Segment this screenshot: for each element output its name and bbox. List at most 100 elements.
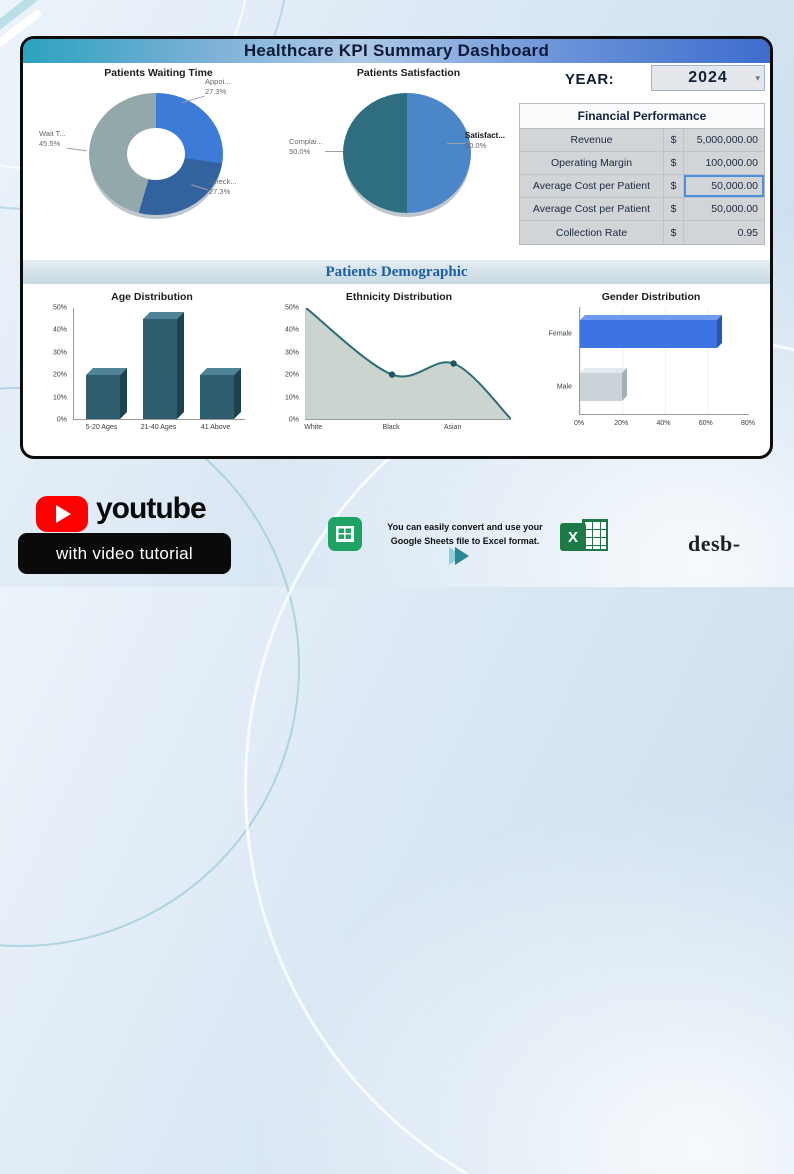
age-bar (85, 367, 127, 419)
axis-tick-label: 40% (52, 326, 67, 334)
axis-tick-label: 50% (52, 304, 67, 312)
table-row: Average Cost per Patient $50,000.00 (520, 198, 764, 221)
axis-tick-label: 30% (52, 349, 67, 357)
axis-category-label: Black (382, 424, 400, 431)
gender-bar (580, 368, 628, 402)
section-title: Patients Demographic (325, 263, 468, 280)
background-arc (0, 387, 300, 947)
axis-tick-label: 20% (284, 371, 299, 379)
slice-label-wait: Wait T... 45.5% (39, 129, 66, 148)
axis-category-label: 21-40 Ages (140, 424, 177, 431)
axis-category-label: 41 Above (200, 424, 231, 431)
fin-label-cell[interactable]: Collection Rate (520, 221, 664, 244)
year-value: 2024 (688, 69, 728, 86)
table-row: Revenue $5,000,000.00 (520, 129, 764, 152)
background-arc (244, 337, 794, 1174)
video-tutorial-badge: with video tutorial (18, 533, 231, 574)
excel-icon: X (560, 515, 612, 559)
axis-tick-label: 20% (614, 420, 629, 427)
play-icon (56, 505, 71, 523)
age-bar (142, 312, 184, 419)
age-x-axis: 5-20 Ages 21-40 Ages 41 Above (73, 421, 245, 435)
axis-category-label: Male (556, 383, 572, 391)
satisfaction-chart: Patients Satisfaction Complai... 50.0% S… (289, 67, 526, 257)
excel-grid-icon (582, 519, 608, 551)
axis-category-label: Female (548, 330, 572, 338)
age-y-axis: 0% 10% 20% 30% 40% 50% (43, 304, 71, 424)
ethnicity-plot (305, 308, 511, 420)
year-label: YEAR: (565, 71, 615, 88)
slice-label-check: Check... 27.3% (209, 177, 237, 196)
axis-category-label: 5-20 Ages (85, 424, 118, 431)
satisfaction-pie (343, 93, 471, 213)
gender-category-axis: Female Male (535, 307, 577, 415)
axis-tick-label: 10% (52, 394, 67, 402)
ethnicity-x-axis: White Black Asian (304, 421, 511, 435)
dashboard-title-bar: Healthcare KPI Summary Dashboard (23, 39, 770, 63)
waiting-donut (89, 93, 223, 215)
chart-title: Ethnicity Distribution (345, 291, 453, 303)
chart-title: Patients Satisfaction (356, 67, 461, 79)
leader-line (447, 143, 465, 144)
donut-hole (127, 128, 185, 180)
axis-tick-label: 30% (284, 349, 299, 357)
chevron-down-icon[interactable]: ▾ (755, 73, 760, 83)
axis-tick-label: 20% (52, 371, 67, 379)
axis-tick-label: 50% (284, 304, 299, 312)
fin-currency-cell[interactable]: $ (664, 129, 684, 151)
arrow-right-icon (449, 547, 473, 567)
waiting-time-chart: Patients Waiting Time Appoi... 27.3% Wai… (39, 67, 276, 257)
fin-value-cell[interactable]: 50,000.00 (684, 175, 764, 197)
google-sheets-icon (328, 517, 362, 551)
fin-label-cell[interactable]: Average Cost per Patient (520, 198, 664, 220)
fin-value-cell[interactable]: 0.95 (684, 221, 764, 244)
axis-tick-label: 40% (284, 326, 299, 334)
fin-currency-cell[interactable]: $ (664, 221, 684, 244)
axis-tick-label: 10% (284, 394, 299, 402)
gender-bar (580, 314, 723, 348)
fin-value-cell[interactable]: 50,000.00 (684, 198, 764, 220)
youtube-label: youtube (96, 492, 207, 525)
year-dropdown[interactable]: 2024 ▾ (651, 65, 765, 91)
conversion-note: You can easily convert and use your Goog… (387, 522, 543, 546)
fin-label-cell[interactable]: Average Cost per Patient (520, 175, 664, 197)
gender-distribution-chart: Gender Distribution Female Male 0% 20% 40% 6… (535, 291, 767, 455)
page-title: Healthcare KPI Summary Dashboard (243, 41, 550, 60)
axis-tick-label: 60% (698, 420, 713, 427)
age-distribution-chart: Age Distribution 0% 10% 20% 30% 40% 50% 5-20 … (43, 291, 261, 455)
ethnicity-distribution-chart: Ethnicity Distribution 0% 10% 20% 30% 40% 50%… (279, 291, 519, 455)
axis-tick-label: 0% (56, 416, 67, 424)
fin-value-cell[interactable]: 5,000,000.00 (684, 129, 764, 151)
brand-logo: desb- (688, 531, 741, 556)
fin-label-cell[interactable]: Revenue (520, 129, 664, 151)
financial-table-body: Revenue $5,000,000.00 Operating Margin $100… (520, 129, 764, 244)
axis-tick-label: 40% (656, 420, 671, 427)
chart-title: Patients Waiting Time (104, 67, 213, 79)
axis-category-label: White (304, 424, 323, 431)
axis-tick-label: 0% (288, 416, 299, 424)
chart-title: Gender Distribution (601, 291, 701, 303)
gender-plot (579, 307, 749, 415)
fin-value-cell[interactable]: 100,000.00 (684, 152, 764, 174)
axis-tick-label: 0% (573, 420, 585, 427)
fin-label-cell[interactable]: Operating Margin (520, 152, 664, 174)
table-row: Collection Rate $0.95 (520, 221, 764, 244)
financial-table-header: Financial Performance (520, 104, 764, 129)
age-plot (73, 308, 245, 420)
financial-table: Financial Performance Revenue $5,000,000.… (519, 103, 765, 245)
fin-currency-cell[interactable]: $ (664, 175, 684, 197)
youtube-logo-icon (36, 496, 88, 532)
ethnicity-y-axis: 0% 10% 20% 30% 40% 50% (279, 304, 303, 424)
demographic-divider: Patients Demographic (23, 260, 770, 284)
axis-category-label: Asian (443, 424, 462, 431)
slice-label-satisfaction: Satisfact... 50.0% (465, 131, 506, 151)
fin-currency-cell[interactable]: $ (664, 198, 684, 220)
sheets-grid-icon (336, 526, 354, 542)
age-bar (199, 367, 241, 419)
fin-currency-cell[interactable]: $ (664, 152, 684, 174)
leader-line (325, 151, 343, 152)
axis-tick-label: 80% (740, 420, 756, 427)
dashboard-card: Healthcare KPI Summary Dashboard Patient… (20, 36, 773, 459)
slice-label-complaints: Complai... 50.0% (289, 137, 323, 156)
table-row: Average Cost per Patient $50,000.00 (520, 175, 764, 198)
